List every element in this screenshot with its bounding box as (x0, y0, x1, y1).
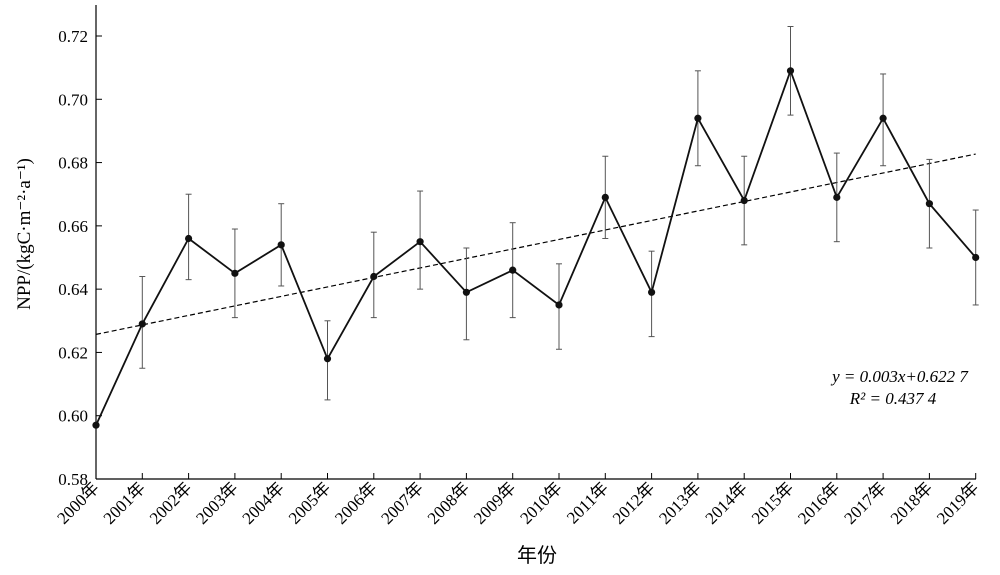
y-tick-label: 0.58 (58, 470, 88, 489)
x-tick-label: 2019年 (933, 478, 982, 527)
data-point (277, 241, 285, 249)
series-polyline (95, 68, 977, 426)
data-point (786, 67, 795, 75)
trend-line-path (95, 153, 976, 335)
x-tick-label: 2012年 (609, 478, 658, 527)
data-point (416, 238, 424, 246)
x-tick-label: 2005年 (285, 478, 334, 527)
data-point (694, 114, 702, 122)
y-tick-label: 0.66 (58, 217, 88, 236)
data-point (462, 288, 470, 296)
x-tick-label: 2013年 (655, 478, 704, 527)
x-tick-label: 2016年 (794, 478, 843, 527)
data-point (740, 196, 748, 205)
x-tick-label: 2009年 (470, 478, 519, 527)
data-point (323, 355, 332, 363)
data-point (972, 253, 980, 262)
x-tick-label: 2004年 (239, 478, 288, 527)
x-tick-label: 2015年 (748, 478, 797, 527)
data-point (833, 193, 841, 201)
x-tick-label: 2017年 (840, 478, 889, 527)
x-tick-label: 2011年 (563, 478, 612, 527)
data-point (555, 301, 563, 309)
data-point (601, 193, 609, 201)
error-bars (139, 26, 979, 401)
data-point (92, 421, 100, 429)
x-tick-label: 2010年 (516, 478, 565, 527)
data-point (879, 114, 887, 122)
data-point (231, 269, 239, 277)
x-tick-label: 2007年 (377, 478, 426, 527)
data-points (92, 67, 980, 429)
x-axis-label: 年份 (517, 544, 557, 567)
y-tick-label: 0.72 (58, 27, 88, 46)
data-point (138, 320, 146, 328)
trend-line (95, 153, 976, 335)
y-tick-label: 0.68 (58, 154, 88, 173)
y-tick-label: 0.62 (58, 343, 88, 362)
data-point (370, 272, 378, 281)
y-tick-label: 0.64 (58, 280, 88, 299)
x-tick-label: 2014年 (702, 478, 751, 527)
y-tick-label: 0.60 (58, 407, 88, 426)
tick-labels: 0.580.600.620.640.660.680.700.722000年200… (53, 27, 982, 528)
x-tick-label: 2018年 (887, 478, 936, 527)
axes (95, 5, 977, 480)
data-point (648, 288, 656, 296)
r-squared: R² = 0.437 4 (849, 389, 937, 408)
series-line (95, 68, 977, 426)
x-tick-label: 2006年 (331, 478, 380, 527)
x-tick-label: 2001年 (100, 478, 149, 527)
data-point (925, 200, 934, 208)
data-point (185, 234, 193, 243)
x-tick-label: 2003年 (192, 478, 241, 527)
regression-equation: y = 0.003x+0.622 7 (830, 367, 969, 386)
data-point (509, 266, 517, 274)
x-tick-label: 2002年 (146, 478, 195, 527)
x-tick-label: 2008年 (424, 478, 473, 527)
y-tick-label: 0.70 (58, 90, 88, 109)
y-axis-label: NPP/(kgC·m⁻²·a⁻¹) (14, 158, 35, 310)
